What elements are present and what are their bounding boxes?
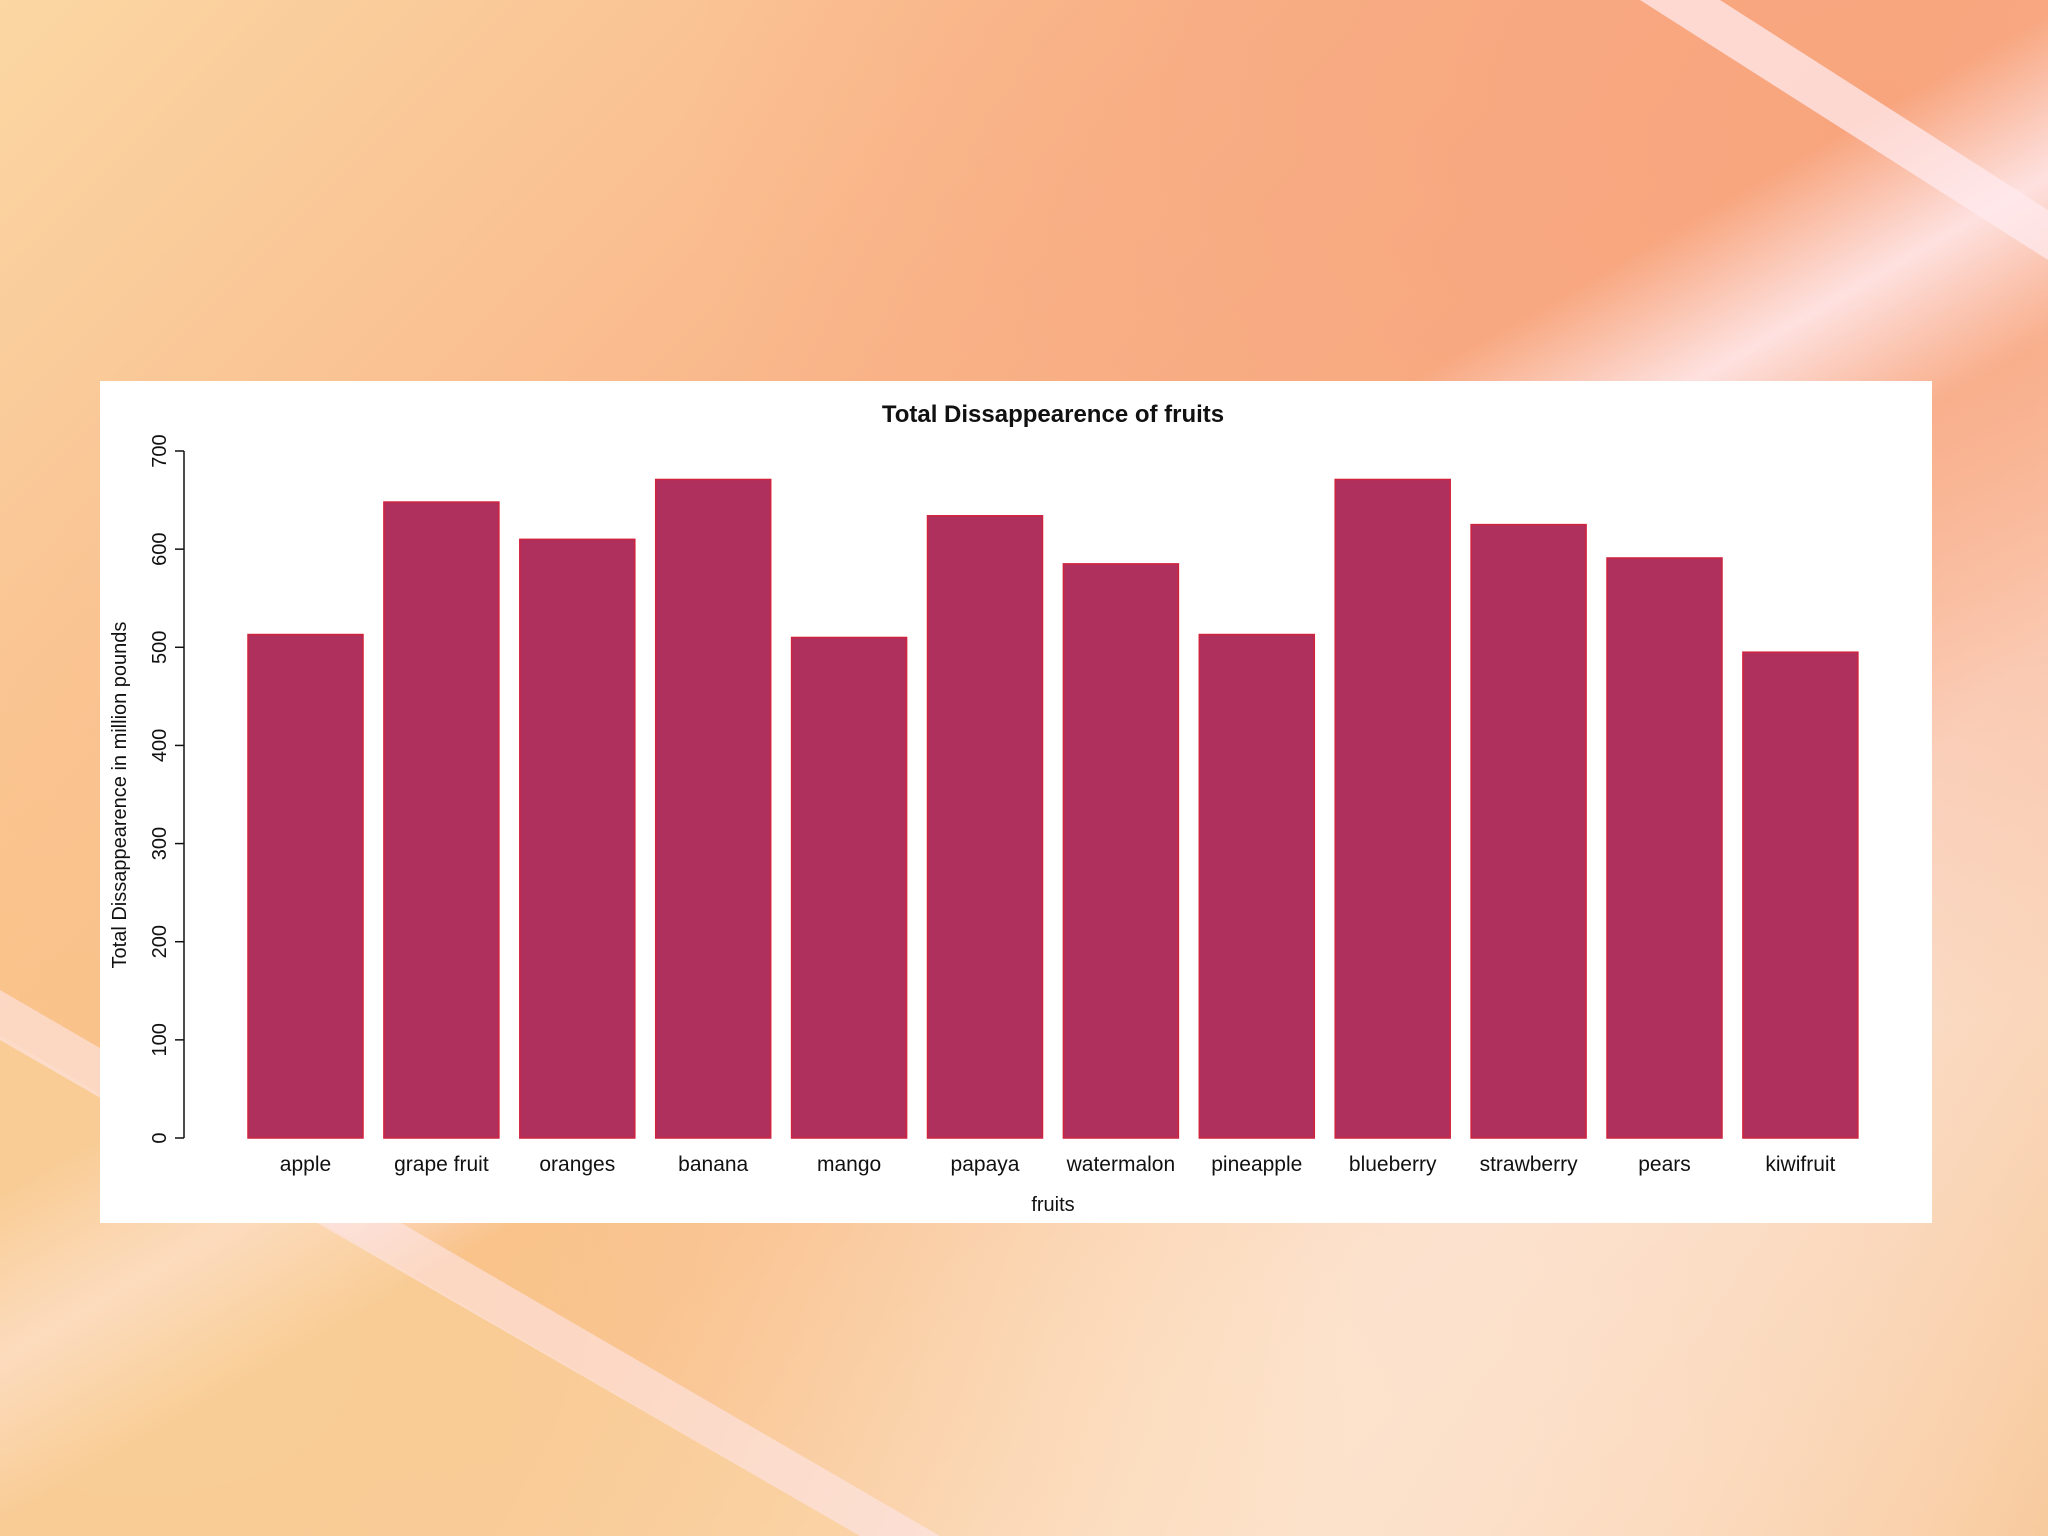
x-tick-label: watermalon: [1066, 1153, 1176, 1176]
y-axis-title: Total Dissappearence in million pounds: [109, 622, 131, 969]
chart-title: Total Dissappearence of fruits: [882, 401, 1224, 428]
x-tick-label: papaya: [951, 1153, 1020, 1176]
y-tick-label: 600: [149, 532, 171, 565]
y-tick-label: 100: [149, 1023, 171, 1056]
bar-grape-fruit: [383, 501, 500, 1139]
x-tick-label: kiwifruit: [1765, 1153, 1835, 1176]
bar-watermalon: [1062, 563, 1180, 1139]
x-tick-label: pineapple: [1211, 1153, 1302, 1176]
bar-oranges: [519, 538, 636, 1139]
y-tick-label: 500: [149, 631, 171, 664]
x-tick-label: strawberry: [1480, 1153, 1579, 1176]
bar-banana: [654, 478, 772, 1139]
y-tick-label: 400: [149, 729, 171, 762]
x-axis-labels: apple grape fruit oranges banana mango papaya…: [280, 1153, 1836, 1176]
chart-card: Total Dissappearence of fruits 0 100 200 30…: [100, 381, 1932, 1223]
x-tick-label: oranges: [539, 1153, 615, 1176]
x-tick-label: apple: [280, 1153, 331, 1176]
bar-blueberry: [1334, 478, 1451, 1139]
x-tick-label: blueberry: [1349, 1153, 1437, 1176]
x-tick-label: grape fruit: [394, 1153, 489, 1176]
y-tick-label: 200: [149, 925, 171, 958]
bars: [247, 478, 1859, 1139]
bar-mango: [790, 636, 908, 1139]
bar-chart: Total Dissappearence of fruits 0 100 200 30…: [109, 401, 1859, 1216]
bar-kiwifruit: [1742, 651, 1859, 1139]
bar-strawberry: [1470, 523, 1587, 1139]
x-axis-title: fruits: [1031, 1194, 1074, 1216]
x-tick-label: banana: [678, 1153, 748, 1176]
x-tick-label: pears: [1638, 1153, 1691, 1176]
y-tick-label: 700: [149, 434, 171, 467]
bar-pineapple: [1198, 633, 1316, 1139]
y-axis: 0 100 200 300 400 500 600 700: [149, 434, 185, 1144]
x-tick-label: mango: [817, 1153, 881, 1176]
bar-apple: [247, 633, 364, 1139]
y-tick-label: 300: [149, 827, 171, 860]
bar-pears: [1606, 557, 1723, 1139]
bar-papaya: [926, 515, 1044, 1139]
y-tick-label: 0: [149, 1132, 171, 1143]
